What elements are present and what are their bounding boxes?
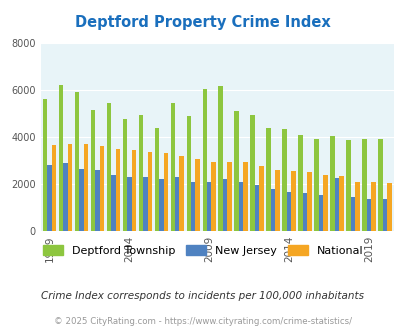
Bar xyxy=(95,170,99,231)
Bar xyxy=(195,159,199,231)
Bar xyxy=(366,199,370,231)
Bar xyxy=(282,129,286,231)
Bar xyxy=(79,169,83,231)
Bar xyxy=(170,103,175,231)
Bar xyxy=(90,110,95,231)
Text: Crime Index corresponds to incidents per 100,000 inhabitants: Crime Index corresponds to incidents per… xyxy=(41,291,364,301)
Text: Deptford Property Crime Index: Deptford Property Crime Index xyxy=(75,15,330,30)
Bar xyxy=(254,185,259,231)
Bar xyxy=(250,115,254,231)
Bar xyxy=(43,99,47,231)
Bar xyxy=(47,165,51,231)
Bar xyxy=(207,182,211,231)
Bar xyxy=(159,179,163,231)
Bar xyxy=(186,116,190,231)
Bar xyxy=(243,162,247,231)
Bar xyxy=(154,128,159,231)
Bar xyxy=(298,135,302,231)
Bar xyxy=(107,103,111,231)
Bar xyxy=(163,153,168,231)
Bar xyxy=(339,176,343,231)
Bar xyxy=(286,192,291,231)
Bar xyxy=(322,175,327,231)
Legend: Deptford Township, New Jersey, National: Deptford Township, New Jersey, National xyxy=(38,241,367,260)
Bar xyxy=(350,197,354,231)
Bar xyxy=(58,85,63,231)
Bar xyxy=(68,144,72,231)
Bar xyxy=(330,136,334,231)
Bar xyxy=(202,89,207,231)
Bar xyxy=(291,171,295,231)
Bar xyxy=(318,195,322,231)
Bar xyxy=(259,166,263,231)
Bar xyxy=(211,162,215,231)
Bar xyxy=(115,149,120,231)
Bar xyxy=(218,86,222,231)
Bar xyxy=(99,147,104,231)
Bar xyxy=(127,177,131,231)
Bar xyxy=(302,193,307,231)
Bar xyxy=(270,189,275,231)
Bar xyxy=(227,162,231,231)
Bar xyxy=(354,182,359,231)
Bar xyxy=(239,182,243,231)
Bar xyxy=(275,170,279,231)
Bar xyxy=(377,139,382,231)
Bar xyxy=(370,182,375,231)
Bar xyxy=(143,177,147,231)
Bar xyxy=(334,178,339,231)
Bar xyxy=(190,182,195,231)
Bar xyxy=(75,92,79,231)
Bar xyxy=(51,145,56,231)
Bar xyxy=(266,128,270,231)
Bar xyxy=(386,183,391,231)
Bar xyxy=(313,139,318,231)
Bar xyxy=(175,177,179,231)
Bar xyxy=(307,172,311,231)
Bar xyxy=(345,141,350,231)
Bar xyxy=(382,199,386,231)
Bar xyxy=(111,175,115,231)
Bar xyxy=(83,144,88,231)
Bar xyxy=(222,179,227,231)
Bar xyxy=(138,115,143,231)
Text: © 2025 CityRating.com - https://www.cityrating.com/crime-statistics/: © 2025 CityRating.com - https://www.city… xyxy=(54,317,351,326)
Bar xyxy=(122,119,127,231)
Bar xyxy=(361,139,366,231)
Bar xyxy=(131,150,136,231)
Bar xyxy=(63,163,68,231)
Bar xyxy=(179,156,183,231)
Bar xyxy=(234,111,239,231)
Bar xyxy=(147,152,151,231)
